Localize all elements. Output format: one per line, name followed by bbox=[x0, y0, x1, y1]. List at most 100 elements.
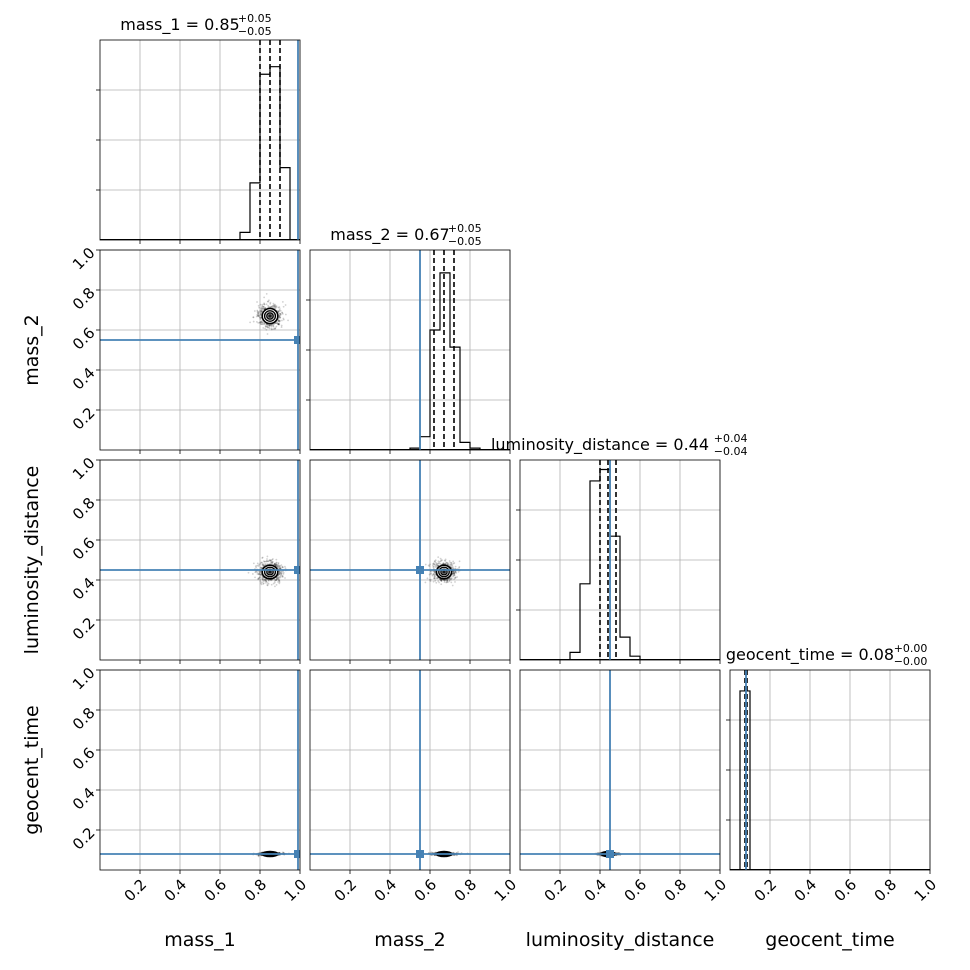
sample-point bbox=[435, 564, 438, 567]
sample-point bbox=[274, 564, 277, 567]
sample-point bbox=[437, 564, 439, 567]
sample-point bbox=[431, 574, 434, 577]
sample-point bbox=[277, 561, 280, 564]
sample-point bbox=[454, 577, 457, 579]
sample-point bbox=[457, 570, 460, 573]
sample-point bbox=[277, 564, 280, 567]
sample-point bbox=[453, 572, 456, 575]
sample-point bbox=[278, 570, 281, 573]
sample-point bbox=[434, 559, 437, 562]
sample-point bbox=[269, 560, 272, 562]
sample-point bbox=[452, 572, 454, 575]
panel-content bbox=[100, 250, 300, 450]
sample-point bbox=[256, 309, 259, 312]
sample-point bbox=[447, 563, 449, 566]
sample-point bbox=[260, 573, 262, 576]
sample-point bbox=[262, 563, 264, 566]
sample-point bbox=[450, 577, 453, 580]
sample-point bbox=[259, 570, 262, 573]
sample-point bbox=[434, 566, 437, 568]
sample-point bbox=[272, 324, 275, 327]
sample-point bbox=[277, 563, 280, 565]
sample-point bbox=[257, 312, 260, 315]
sample-point bbox=[257, 315, 259, 318]
truth-marker bbox=[606, 850, 614, 858]
sample-point bbox=[261, 306, 263, 309]
sample-point bbox=[262, 579, 264, 582]
sample-point bbox=[454, 565, 457, 568]
sample-point bbox=[260, 323, 262, 325]
sample-point bbox=[263, 302, 265, 305]
sample-point bbox=[434, 560, 436, 563]
sample-point bbox=[449, 578, 451, 581]
sample-point bbox=[275, 563, 278, 566]
x-tick-label: 0.8 bbox=[871, 876, 901, 906]
sample-point bbox=[432, 572, 435, 575]
sample-point bbox=[274, 305, 276, 307]
y-tick-label: 0.8 bbox=[69, 284, 99, 314]
sample-point bbox=[257, 321, 260, 324]
x-tick-label: 0.4 bbox=[581, 876, 611, 906]
sample-point bbox=[261, 562, 264, 565]
y-axis-label-geocent_time: geocent_time bbox=[21, 705, 43, 834]
x-tick-label: 0.2 bbox=[541, 876, 571, 906]
contour-core bbox=[268, 314, 272, 318]
sample-point bbox=[277, 306, 280, 309]
sample-point bbox=[280, 326, 283, 329]
sample-point bbox=[273, 305, 275, 308]
sample-point bbox=[257, 854, 260, 857]
panel-frame bbox=[309, 669, 511, 871]
sample-point bbox=[254, 576, 256, 579]
sample-point bbox=[279, 312, 281, 315]
x-tick-label: 0.8 bbox=[241, 876, 271, 906]
sample-point bbox=[258, 563, 260, 566]
sample-point bbox=[458, 565, 461, 568]
sample-point bbox=[265, 560, 268, 562]
sample-point bbox=[272, 325, 275, 328]
sample-point bbox=[446, 580, 449, 583]
sample-point bbox=[274, 307, 277, 309]
sample-point bbox=[445, 581, 448, 584]
sample-point bbox=[260, 310, 263, 313]
sample-point bbox=[261, 323, 264, 326]
sample-point bbox=[438, 562, 441, 565]
x-tick-label: 0.6 bbox=[201, 876, 231, 906]
sample-point bbox=[277, 576, 280, 579]
sample-point bbox=[260, 561, 263, 564]
sample-point bbox=[448, 560, 451, 562]
sample-point bbox=[271, 558, 274, 560]
sample-point bbox=[450, 577, 453, 580]
sample-point bbox=[278, 320, 281, 323]
sample-point bbox=[275, 325, 278, 328]
sample-point bbox=[265, 560, 268, 563]
truth-marker bbox=[416, 566, 424, 574]
sample-point bbox=[274, 305, 277, 307]
sample-point bbox=[258, 311, 261, 313]
sample-point bbox=[269, 324, 272, 327]
panel-content bbox=[520, 460, 720, 660]
sample-point bbox=[260, 307, 262, 310]
sample-point bbox=[261, 321, 264, 324]
sample-point bbox=[259, 318, 262, 321]
sample-point bbox=[278, 578, 280, 581]
sample-point bbox=[268, 324, 271, 327]
sample-point bbox=[450, 562, 453, 565]
sample-point bbox=[433, 560, 436, 563]
sample-point bbox=[279, 567, 282, 569]
sample-point bbox=[266, 555, 269, 558]
sample-point bbox=[435, 562, 438, 565]
sample-point bbox=[282, 318, 285, 321]
sample-point bbox=[444, 579, 447, 582]
sample-point bbox=[432, 580, 435, 583]
y-tick-label: 0.4 bbox=[69, 784, 99, 814]
sample-point bbox=[265, 580, 268, 583]
sample-point bbox=[449, 561, 452, 564]
sample-point bbox=[271, 558, 274, 561]
sample-point bbox=[276, 322, 278, 324]
sample-point bbox=[258, 577, 261, 579]
panel-frame bbox=[519, 669, 721, 871]
sample-point bbox=[434, 564, 436, 566]
sample-point bbox=[275, 564, 278, 566]
title-lower-error: −0.05 bbox=[238, 25, 272, 38]
sample-point bbox=[261, 556, 264, 559]
